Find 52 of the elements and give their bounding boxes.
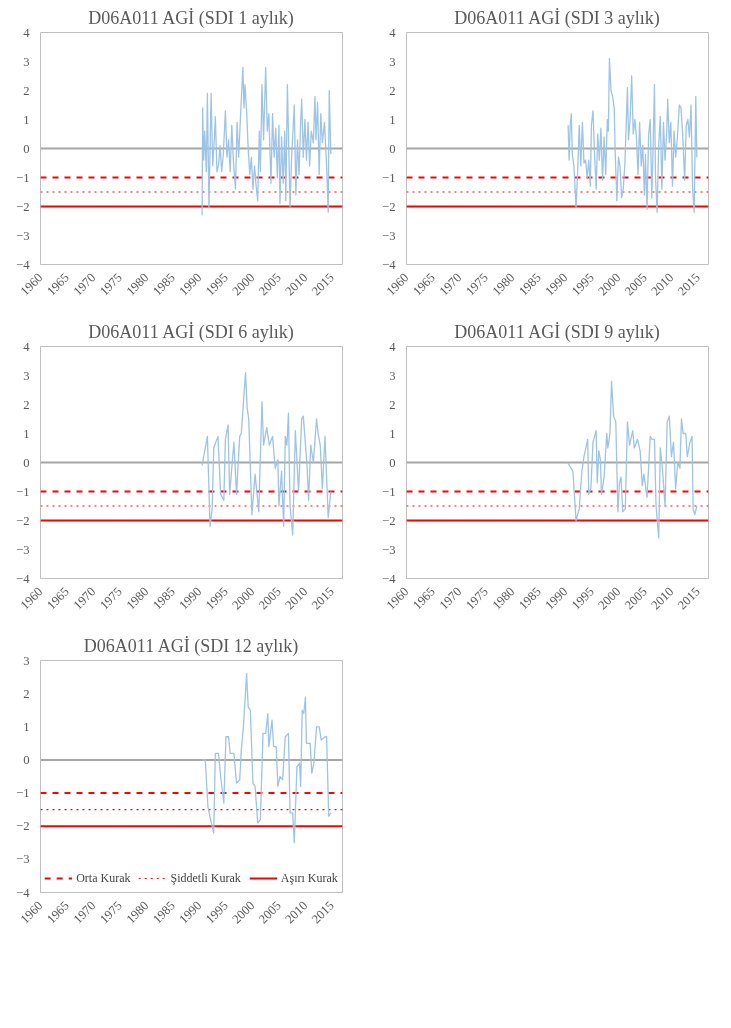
y-tick-label: 4 — [23, 339, 31, 354]
y-tick-label: −1 — [16, 786, 30, 801]
y-tick-label: 4 — [389, 25, 397, 40]
y-tick-label: −2 — [382, 199, 396, 214]
y-tick-label: −1 — [382, 170, 396, 185]
y-tick-label: 0 — [23, 455, 30, 470]
y-tick-label: 2 — [23, 686, 30, 701]
y-tick-label: −2 — [382, 513, 396, 528]
y-tick-label: 1 — [389, 426, 396, 441]
y-tick-label: 2 — [23, 397, 30, 412]
y-tick-label: 1 — [23, 426, 30, 441]
y-tick-label: 0 — [389, 455, 396, 470]
y-tick-label: −1 — [16, 170, 30, 185]
chart-title: D06A011 AGİ (SDI 12 aylık) — [83, 635, 299, 657]
y-tick-label: 3 — [23, 54, 30, 69]
y-tick-label: −4 — [16, 885, 31, 900]
y-tick-label: 1 — [23, 719, 30, 734]
y-tick-label: −4 — [16, 257, 31, 272]
chart-title: D06A011 AGİ (SDI 3 aylık) — [454, 7, 660, 29]
y-tick-label: 3 — [23, 368, 30, 383]
legend-label: Orta Kurak — [76, 870, 131, 886]
y-tick-label: 2 — [389, 83, 396, 98]
y-tick-label: −2 — [16, 513, 30, 528]
legend-label: Aşırı Kurak — [280, 870, 338, 886]
y-tick-label: −3 — [16, 542, 30, 557]
y-tick-label: 1 — [23, 112, 30, 127]
chart-title: D06A011 AGİ (SDI 6 aylık) — [88, 321, 294, 343]
y-tick-label: 0 — [389, 141, 396, 156]
legend-label: Şiddetli Kurak — [170, 870, 241, 886]
y-tick-label: −1 — [382, 484, 396, 499]
y-tick-label: −4 — [382, 257, 397, 272]
y-tick-label: 2 — [389, 397, 396, 412]
y-tick-label: −1 — [16, 484, 30, 499]
y-tick-label: 3 — [23, 653, 30, 668]
y-tick-label: 1 — [389, 112, 396, 127]
y-tick-label: 4 — [23, 25, 31, 40]
y-tick-label: −3 — [16, 228, 30, 243]
y-tick-label: −4 — [16, 571, 31, 586]
y-tick-label: −2 — [16, 819, 30, 834]
chart-title: D06A011 AGİ (SDI 1 aylık) — [88, 7, 294, 29]
y-tick-label: 3 — [389, 368, 396, 383]
y-tick-label: −3 — [16, 852, 30, 867]
y-tick-label: 3 — [389, 54, 396, 69]
y-tick-label: 0 — [23, 752, 30, 767]
chart-title: D06A011 AGİ (SDI 9 aylık) — [454, 321, 660, 343]
y-tick-label: −3 — [382, 228, 396, 243]
y-tick-label: −4 — [382, 571, 397, 586]
y-tick-label: 4 — [389, 339, 397, 354]
y-tick-label: 2 — [23, 83, 30, 98]
y-tick-label: −2 — [16, 199, 30, 214]
y-tick-label: −3 — [382, 542, 396, 557]
y-tick-label: 0 — [23, 141, 30, 156]
